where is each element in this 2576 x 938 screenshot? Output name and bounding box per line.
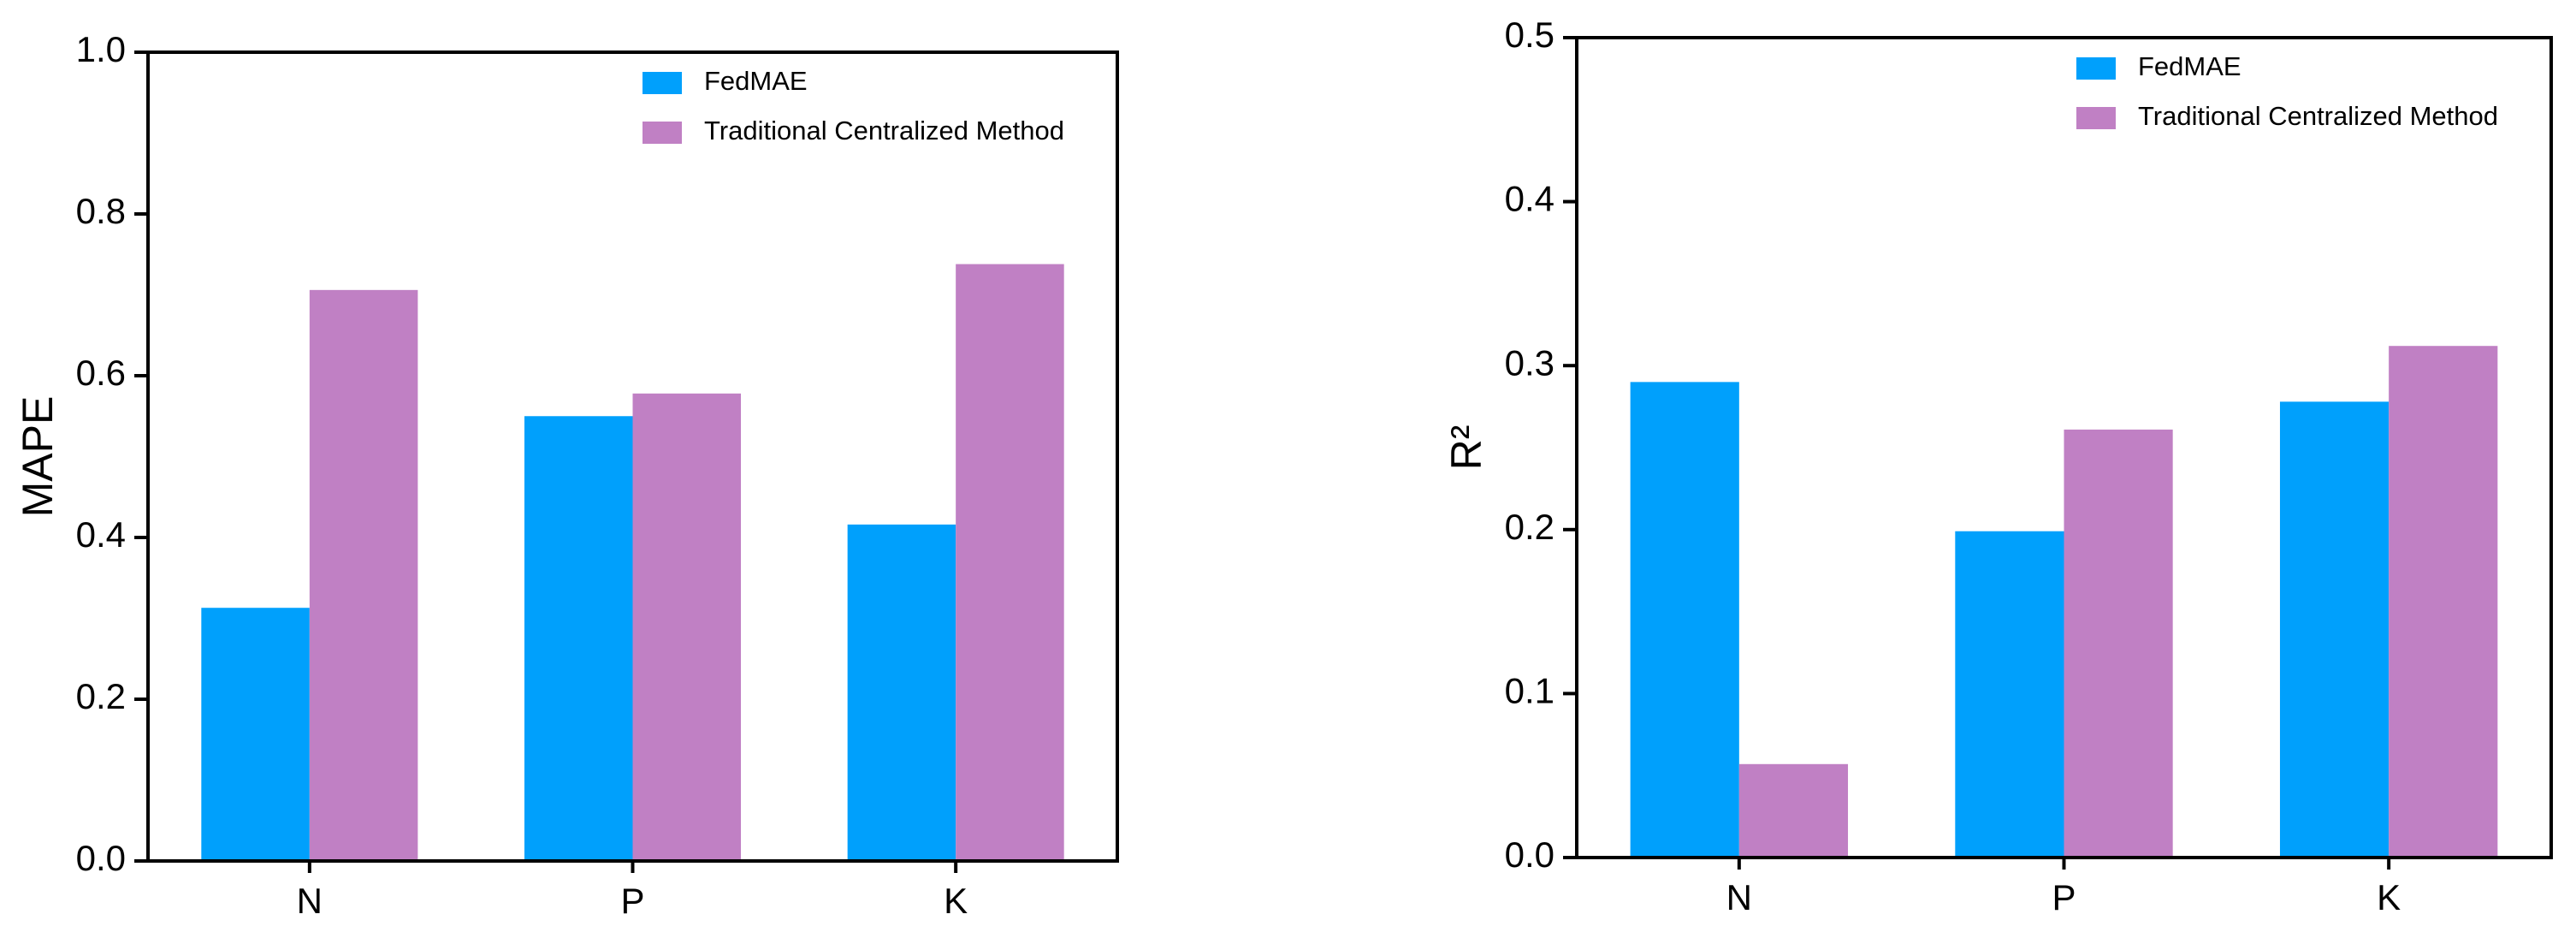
y-tick-label: 0.4 (1505, 179, 1554, 219)
bar (309, 289, 418, 862)
y-tick-label: 0.2 (1505, 507, 1554, 547)
x-tick-label: K (2377, 877, 2401, 917)
y-tick-label: 0.3 (1505, 342, 1554, 383)
y-tick-label: 0.0 (76, 838, 126, 878)
bar (1738, 763, 1849, 858)
x-tick-label: K (944, 881, 968, 921)
legend-label: Traditional Centralized Method (704, 116, 1064, 145)
legend-swatch (2076, 57, 2116, 80)
bar (2389, 346, 2498, 858)
bar (524, 416, 633, 861)
x-tick-label: N (1726, 877, 1752, 917)
bar (2279, 401, 2389, 858)
x-tick-label: P (2052, 877, 2076, 917)
legend-swatch (2076, 107, 2116, 129)
bar (201, 608, 310, 861)
y-axis-label: MAPE (14, 396, 62, 518)
bar (1955, 531, 2064, 858)
y-axis-label: R² (1442, 425, 1490, 471)
y-tick-label: 1.0 (76, 29, 126, 69)
y-tick-label: 0.5 (1505, 15, 1554, 55)
chart: N P K 0.0 0.1 0.2 0.3 0.4 0.5 R² FedMAE Traditional… (1442, 15, 2553, 917)
legend-label: FedMAE (704, 66, 808, 96)
y-tick-label: 0.6 (76, 353, 126, 393)
legend-label: FedMAE (2138, 51, 2241, 81)
bar (632, 393, 742, 861)
plot-frame (146, 50, 1119, 863)
y-tick-label: 0.1 (1505, 670, 1554, 710)
legend-swatch (643, 72, 682, 94)
bar (2064, 429, 2173, 858)
plot-frame (1575, 36, 2553, 859)
y-tick-label: 0.4 (76, 514, 126, 555)
x-tick-label: N (297, 881, 323, 921)
bar (1630, 382, 1739, 858)
x-tick-label: P (620, 881, 644, 921)
y-tick-label: 0.0 (1505, 834, 1554, 875)
legend-label: Traditional Centralized Method (2138, 101, 2498, 131)
y-tick-label: 0.2 (76, 676, 126, 716)
bar (847, 524, 956, 861)
bar (956, 264, 1064, 862)
legend-swatch (643, 122, 682, 144)
chart: N P K 0.0 0.2 0.4 0.6 0.8 1.0 MAPE FedMAE Tradition… (14, 29, 1119, 921)
y-tick-label: 0.8 (76, 191, 126, 231)
